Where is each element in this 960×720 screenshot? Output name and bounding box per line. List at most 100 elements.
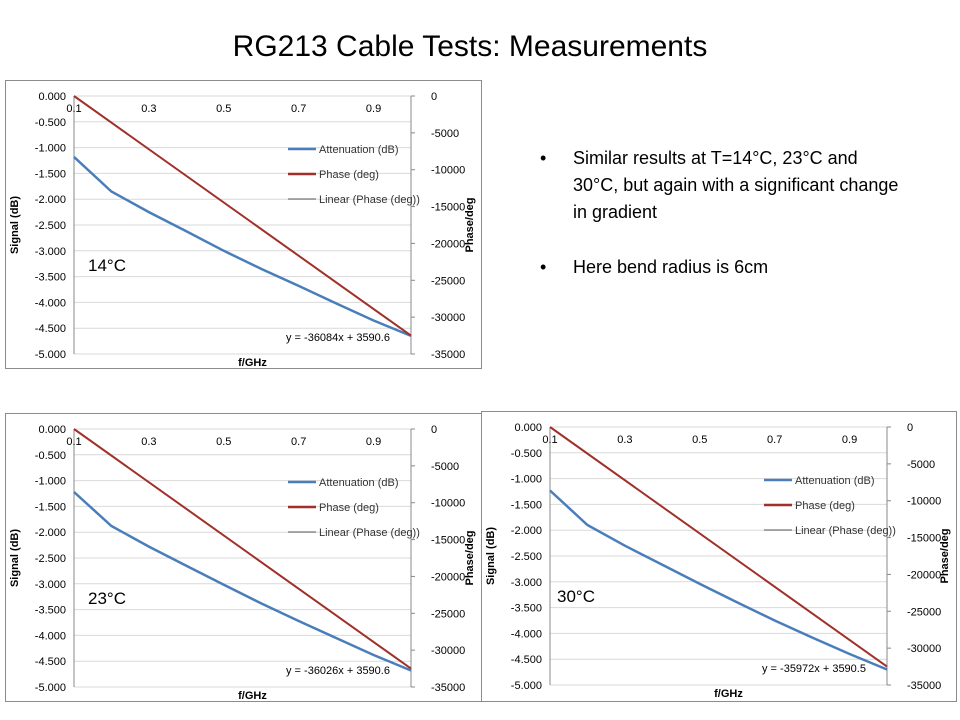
- y2-tick-label: -15000: [907, 533, 941, 545]
- temperature-label: 14°C: [88, 256, 126, 275]
- y-tick-label: -4.500: [35, 656, 66, 668]
- legend-label: Attenuation (dB): [319, 477, 399, 489]
- legend-label: Phase (deg): [319, 169, 379, 181]
- y2-tick-label: -35000: [907, 680, 941, 692]
- chart-14c: 0.000 -0.500 -1.000 -1.500 -2.000 -2.500 -3.00…: [5, 80, 482, 369]
- y2-tick-label: -35000: [431, 682, 465, 694]
- trendline-equation: y = -36026x + 3590.6: [286, 665, 390, 677]
- bullet-item: • Here bend radius is 6cm: [540, 254, 900, 281]
- y2-tick-label: 0: [431, 91, 437, 103]
- chart-svg: 0.000 -0.500 -1.000 -1.500 -2.000 -2.500 -3.00…: [485, 422, 951, 700]
- y2-tick-label: -30000: [431, 645, 465, 657]
- x-tick-label: 0.5: [216, 103, 231, 115]
- legend-label: Linear (Phase (deg)): [319, 194, 420, 206]
- y-tick-label: -5.000: [35, 682, 66, 694]
- y-axis-title: Signal (dB): [485, 527, 497, 585]
- series-line-phase-deg: [549, 426, 888, 668]
- y-tick-label: -1.000: [35, 143, 66, 155]
- temperature-label: 23°C: [88, 589, 126, 608]
- y2-tick-label: -10000: [431, 165, 465, 177]
- bullet-text: Here bend radius is 6cm: [573, 257, 769, 277]
- slide-title: RG213 Cable Tests: Measurements: [232, 30, 708, 63]
- x-tick-label: 0.7: [767, 434, 782, 446]
- series-line-attenuation-db: [73, 491, 412, 672]
- legend-label: Attenuation (dB): [795, 475, 875, 487]
- y2-tick-label: -15000: [431, 202, 465, 214]
- x-tick-label: 0.9: [366, 103, 381, 115]
- y2-tick-label: -5000: [431, 461, 459, 473]
- y2-axis-title: Phase/deg: [464, 530, 476, 585]
- y2-tick-label: -20000: [431, 571, 465, 583]
- y2-tick-label: -15000: [431, 535, 465, 547]
- y2-tick-label: -20000: [907, 569, 941, 581]
- y-tick-label: -2.500: [35, 220, 66, 232]
- x-tick-label: 0.5: [692, 434, 707, 446]
- y2-tick-label: -25000: [907, 606, 941, 618]
- x-tick-label: 0.7: [291, 103, 306, 115]
- y-tick-label: -4.000: [35, 297, 66, 309]
- y-tick-label: -1.500: [35, 501, 66, 513]
- y-tick-label: -2.500: [35, 553, 66, 565]
- y2-tick-label: -20000: [431, 238, 465, 250]
- series-line-phase-deg: [73, 428, 412, 670]
- y2-tick-label: -25000: [431, 275, 465, 287]
- y-tick-label: -0.500: [511, 448, 542, 460]
- y-tick-label: -4.000: [35, 630, 66, 642]
- series-line-attenuation-db: [549, 489, 888, 671]
- x-tick-label: 0.9: [842, 434, 857, 446]
- legend-label: Phase (deg): [319, 502, 379, 514]
- bullet-item: • Similar results at T=14°C, 23°C and 30…: [540, 145, 900, 226]
- y-axis-title: Signal (dB): [9, 196, 21, 254]
- bullet-list: • Similar results at T=14°C, 23°C and 30…: [540, 145, 900, 309]
- y-tick-label: -3.000: [35, 579, 66, 591]
- y-tick-label: -3.500: [35, 605, 66, 617]
- series-line-attenuation-db: [73, 155, 412, 338]
- y-tick-label: -2.000: [35, 194, 66, 206]
- x-tick-label: 0.3: [617, 434, 632, 446]
- x-tick-label: 0.9: [366, 436, 381, 448]
- y-tick-label: 0.000: [38, 424, 66, 436]
- x-tick-label: 0.5: [216, 436, 231, 448]
- y2-tick-label: 0: [431, 424, 437, 436]
- x-tick-label: 0.3: [141, 103, 156, 115]
- bullet-icon: •: [540, 257, 547, 277]
- trendline-equation: y = -36084x + 3590.6: [286, 332, 390, 344]
- chart-30c: 0.000 -0.500 -1.000 -1.500 -2.000 -2.500 -3.00…: [481, 411, 957, 702]
- y2-tick-label: -30000: [907, 643, 941, 655]
- legend-label: Attenuation (dB): [319, 144, 399, 156]
- legend-label: Linear (Phase (deg)): [795, 525, 896, 537]
- y2-tick-label: -35000: [431, 349, 465, 361]
- y2-tick-label: -5000: [907, 459, 935, 471]
- y-tick-label: -2.000: [35, 527, 66, 539]
- y-tick-label: 0.000: [514, 422, 542, 434]
- series-line-phase-deg: [73, 95, 412, 337]
- bullet-text: Similar results at T=14°C, 23°C and 30°C…: [573, 148, 899, 222]
- y-tick-label: -3.000: [35, 246, 66, 258]
- x-tick-label: 0.1: [66, 436, 81, 448]
- y-tick-label: -0.500: [35, 117, 66, 129]
- y-tick-label: -3.500: [35, 272, 66, 284]
- trendline-equation: y = -35972x + 3590.5: [762, 663, 866, 675]
- temperature-label: 30°C: [557, 587, 595, 606]
- y2-axis-title: Phase/deg: [464, 197, 476, 252]
- x-tick-label: 0.1: [542, 434, 557, 446]
- y-tick-label: 0.000: [38, 91, 66, 103]
- y-tick-label: -5.000: [511, 680, 542, 692]
- y2-tick-label: -5000: [431, 128, 459, 140]
- y-tick-label: -3.500: [511, 603, 542, 615]
- y2-tick-label: -30000: [431, 312, 465, 324]
- y-tick-label: -1.000: [35, 476, 66, 488]
- y-tick-label: -4.500: [511, 654, 542, 666]
- chart-svg: 0.000 -0.500 -1.000 -1.500 -2.000 -2.500 -3.00…: [9, 91, 476, 368]
- y2-tick-label: -10000: [907, 496, 941, 508]
- x-tick-label: 0.3: [141, 436, 156, 448]
- y-tick-label: -1.500: [35, 168, 66, 180]
- y2-tick-label: -25000: [431, 608, 465, 620]
- y-tick-label: -4.000: [511, 628, 542, 640]
- x-axis-title: f/GHz: [238, 357, 267, 368]
- legend-label: Linear (Phase (deg)): [319, 527, 420, 539]
- y-tick-label: -1.500: [511, 499, 542, 511]
- y-tick-label: -2.000: [511, 525, 542, 537]
- y2-tick-label: 0: [907, 422, 913, 434]
- x-tick-label: 0.7: [291, 436, 306, 448]
